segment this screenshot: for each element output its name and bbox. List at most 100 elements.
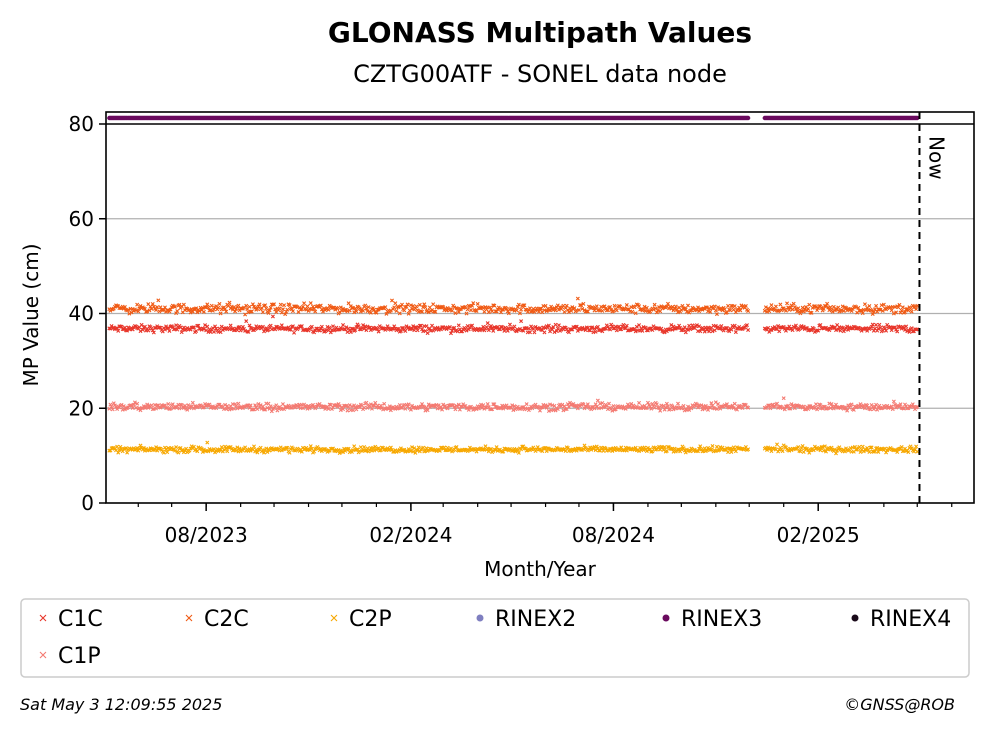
data-point bbox=[637, 449, 642, 454]
data-point bbox=[217, 448, 222, 453]
data-point bbox=[504, 306, 509, 311]
data-point bbox=[775, 401, 780, 406]
data-point bbox=[120, 327, 125, 332]
data-point bbox=[341, 323, 346, 327]
data-point bbox=[353, 328, 358, 333]
data-point bbox=[493, 447, 498, 452]
data-point bbox=[900, 305, 905, 310]
data-point bbox=[356, 324, 361, 329]
data-point bbox=[285, 445, 290, 450]
x-tick-label: 02/2025 bbox=[777, 523, 860, 547]
data-point bbox=[165, 450, 170, 455]
data-point bbox=[421, 445, 426, 450]
data-point bbox=[162, 327, 167, 332]
data-point bbox=[813, 402, 818, 407]
data-point bbox=[486, 310, 491, 315]
data-point bbox=[767, 309, 772, 314]
data-point bbox=[527, 330, 532, 335]
data-point bbox=[507, 322, 512, 327]
data-point bbox=[197, 326, 202, 331]
data-point bbox=[244, 319, 249, 324]
data-point bbox=[545, 325, 550, 330]
data-point bbox=[828, 326, 833, 331]
data-point bbox=[413, 325, 418, 330]
data-point bbox=[415, 448, 420, 453]
data-point bbox=[420, 309, 425, 314]
data-point bbox=[203, 448, 208, 453]
data-point bbox=[470, 303, 475, 308]
data-point bbox=[135, 302, 140, 307]
data-point bbox=[662, 445, 667, 450]
data-point bbox=[909, 446, 914, 451]
data-point bbox=[576, 308, 581, 313]
data-point bbox=[664, 448, 669, 453]
data-point bbox=[733, 330, 738, 335]
data-point bbox=[154, 308, 159, 312]
data-point bbox=[580, 306, 585, 311]
data-point bbox=[427, 446, 432, 451]
data-point bbox=[575, 328, 580, 333]
data-point bbox=[410, 445, 415, 450]
data-point bbox=[724, 326, 729, 331]
data-point bbox=[592, 326, 597, 331]
data-point bbox=[234, 448, 239, 453]
now-label: Now bbox=[924, 136, 948, 180]
y-tick-label: 60 bbox=[69, 207, 94, 231]
data-point bbox=[354, 325, 359, 330]
data-point bbox=[299, 307, 304, 312]
y-tick-label: 80 bbox=[69, 112, 94, 136]
data-point bbox=[115, 444, 120, 449]
data-point bbox=[121, 447, 126, 451]
data-point bbox=[250, 302, 255, 307]
data-point bbox=[268, 323, 273, 328]
data-point bbox=[111, 325, 116, 330]
data-point bbox=[250, 328, 255, 333]
data-point bbox=[796, 306, 801, 311]
data-point bbox=[351, 326, 356, 331]
data-point bbox=[191, 325, 196, 330]
data-point bbox=[710, 329, 715, 334]
data-point bbox=[579, 447, 584, 452]
data-point bbox=[765, 447, 770, 452]
data-point bbox=[239, 306, 244, 311]
data-point bbox=[266, 327, 271, 332]
data-point bbox=[595, 324, 600, 329]
data-point bbox=[406, 311, 411, 316]
data-point bbox=[813, 304, 818, 309]
data-point bbox=[914, 327, 919, 332]
data-point bbox=[490, 309, 495, 314]
data-point bbox=[777, 329, 782, 334]
data-point bbox=[584, 309, 589, 314]
data-point bbox=[895, 329, 900, 334]
data-point bbox=[553, 308, 558, 313]
data-point bbox=[166, 402, 171, 406]
data-point bbox=[625, 446, 630, 451]
data-point bbox=[400, 302, 404, 307]
data-point bbox=[915, 449, 920, 454]
legend-marker bbox=[851, 614, 859, 622]
data-point bbox=[875, 328, 880, 333]
data-point bbox=[328, 330, 333, 335]
data-point bbox=[248, 309, 253, 314]
data-point bbox=[352, 310, 357, 315]
data-point bbox=[456, 309, 461, 314]
data-point bbox=[175, 327, 180, 332]
data-point bbox=[862, 302, 867, 307]
data-point bbox=[859, 308, 864, 313]
data-point bbox=[874, 322, 879, 327]
data-point bbox=[388, 445, 393, 450]
data-point bbox=[698, 329, 703, 334]
data-point bbox=[195, 310, 200, 315]
data-point bbox=[279, 310, 284, 315]
data-point bbox=[803, 446, 808, 451]
data-point bbox=[225, 449, 230, 454]
data-point bbox=[396, 305, 401, 310]
data-point bbox=[788, 326, 793, 331]
data-point bbox=[484, 325, 489, 330]
data-point bbox=[820, 445, 825, 450]
data-point bbox=[672, 306, 677, 311]
data-point bbox=[130, 327, 135, 332]
data-point bbox=[650, 449, 655, 454]
data-point bbox=[489, 323, 494, 328]
data-point bbox=[549, 304, 554, 309]
